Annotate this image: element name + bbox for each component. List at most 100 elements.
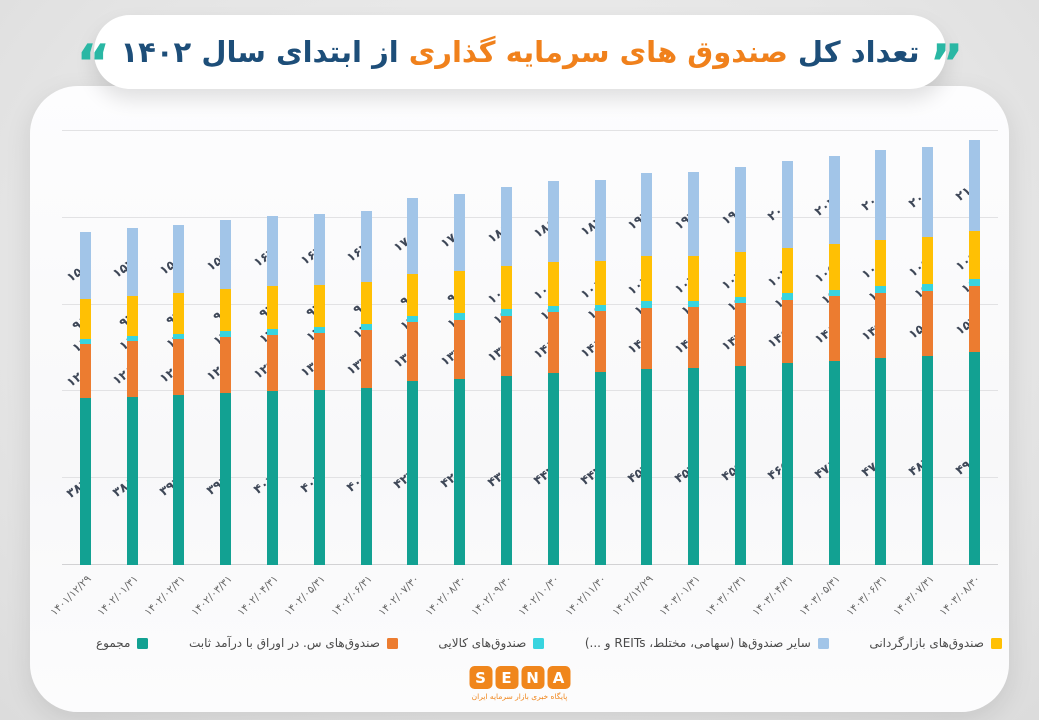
title-banner: ” تعداد کل صندوق های سرمایه گذاری از ابت… bbox=[76, 15, 964, 90]
bar-segment-market_making bbox=[688, 255, 700, 301]
stacked-bar bbox=[79, 231, 91, 565]
bar-segment-commodity bbox=[407, 316, 419, 323]
stacked-bar bbox=[781, 161, 793, 565]
stacked-bar bbox=[547, 181, 559, 565]
bar-segment-total bbox=[781, 363, 793, 565]
bar-column-10: ۴۳۵۱۳۹۱۵۱۰۰۱۸۱۱۴۰۲/۰۹/۳۰ bbox=[470, 131, 530, 618]
bar-segment-market_making bbox=[922, 236, 934, 285]
bar-segment-fixed_income bbox=[79, 343, 91, 399]
bar-segment-total bbox=[688, 368, 700, 565]
bar-column-9: ۴۲۸۱۳۷۱۵۹۸۱۷۸۱۴۰۲/۰۸/۳۰ bbox=[423, 131, 483, 618]
legend-swatch-total bbox=[137, 637, 149, 649]
bar-segment-fixed_income bbox=[407, 322, 419, 382]
legend-label-total: مجموع bbox=[96, 636, 131, 650]
bar-segment-other_funds bbox=[688, 171, 700, 256]
bar-column-16: ۴۶۵۱۴۶۱۵۱۰۴۲۰۰۱۴۰۳/۰۴/۳۱ bbox=[750, 131, 811, 618]
bar-segment-market_making bbox=[594, 260, 606, 305]
bar-segment-total bbox=[126, 396, 138, 565]
bar-segment-fixed_income bbox=[735, 303, 747, 366]
bar-segment-fixed_income bbox=[969, 285, 981, 353]
bar-segment-market_making bbox=[828, 244, 840, 290]
bar-segment-other_funds bbox=[875, 150, 887, 240]
chart-legend: مجموع صندوق‌های س. در اوراق با درآمد ثابت… bbox=[96, 634, 1002, 652]
legend-item-total: مجموع bbox=[96, 636, 149, 650]
legend-item-commodity: صندوق‌های کالایی bbox=[438, 636, 545, 650]
bar-segment-total bbox=[313, 389, 325, 565]
bar-segment-other_funds bbox=[969, 139, 981, 232]
page-title-part-2: صندوق های سرمایه گذاری bbox=[408, 35, 788, 69]
bar-column-19: ۴۸۲۱۵۰۱۵۱۰۹۲۰۸۱۴۰۳/۰۷/۳۱ bbox=[891, 131, 951, 618]
bar-segment-total bbox=[454, 379, 466, 565]
logo-letter-E: E bbox=[495, 666, 518, 689]
bar-segment-other_funds bbox=[407, 197, 419, 274]
stacked-bar bbox=[407, 197, 419, 565]
bar-columns: ۳۸۴۱۲۶۱۱۹۱۱۵۶۱۴۰۱/۱۲/۲۹۳۸۸۱۲۸۱۱۹۲۱۵۷۱۴۰۲… bbox=[48, 131, 998, 618]
bar-column-14: ۴۵۳۱۴۱۱۵۱۰۴۱۹۳۱۴۰۳/۰۱/۳۱ bbox=[657, 131, 717, 618]
bar-segment-commodity bbox=[828, 289, 840, 297]
bar-segment-commodity bbox=[360, 324, 372, 331]
bar-column-11: ۴۴۲۱۴۱۱۵۱۰۰۱۸۶۱۴۰۲/۱۰/۳۰ bbox=[516, 131, 577, 618]
bar-segment-other_funds bbox=[454, 193, 466, 271]
bar-segment-market_making bbox=[875, 239, 887, 287]
stacked-bar bbox=[828, 156, 840, 565]
legend-label-commodity: صندوق‌های کالایی bbox=[438, 636, 527, 650]
gridline bbox=[62, 303, 998, 305]
bar-segment-fixed_income bbox=[454, 319, 466, 380]
bar-column-7: ۴۰۸۱۳۳۱۴۹۸۱۶۳۱۴۰۲/۰۶/۳۱ bbox=[329, 131, 390, 618]
bar-segment-commodity bbox=[454, 313, 466, 320]
stacked-bar bbox=[688, 171, 700, 565]
bar-chart-plot: ۳۸۴۱۲۶۱۱۹۱۱۵۶۱۴۰۱/۱۲/۲۹۳۸۸۱۲۸۱۱۹۲۱۵۷۱۴۰۲… bbox=[48, 130, 998, 618]
bar-segment-fixed_income bbox=[828, 296, 840, 361]
gridline bbox=[62, 216, 998, 218]
bar-segment-other_funds bbox=[173, 224, 185, 294]
logo-letter-S: S bbox=[469, 666, 492, 689]
bar-segment-total bbox=[173, 394, 185, 565]
bar-segment-total bbox=[407, 381, 419, 565]
bar-segment-market_making bbox=[360, 281, 372, 325]
bar-segment-commodity bbox=[922, 284, 934, 291]
bar-segment-total bbox=[360, 387, 372, 565]
bar-column-3: ۳۹۲۱۲۸۱۳۹۳۱۵۸۱۴۰۲/۰۲/۳۱ bbox=[142, 131, 203, 618]
bar-segment-fixed_income bbox=[875, 292, 887, 358]
bar-segment-total bbox=[501, 376, 513, 565]
legend-item-fixed_income: صندوق‌های س. در اوراق با درآمد ثابت bbox=[189, 636, 398, 650]
bar-segment-fixed_income bbox=[781, 299, 793, 364]
bar-segment-market_making bbox=[641, 256, 653, 302]
stacked-bar bbox=[969, 139, 981, 565]
bar-segment-total bbox=[594, 372, 606, 565]
gridline bbox=[62, 130, 998, 131]
legend-item-other_funds: سایر صندوق‌ها (سهامی، مختلط، REITs و ...… bbox=[585, 636, 829, 650]
bar-segment-market_making bbox=[126, 296, 138, 337]
stacked-bar bbox=[126, 228, 138, 565]
bar-segment-market_making bbox=[173, 293, 185, 334]
bar-segment-total bbox=[641, 368, 653, 565]
legend-label-fixed_income: صندوق‌های س. در اوراق با درآمد ثابت bbox=[188, 636, 380, 650]
legend-swatch-commodity bbox=[533, 637, 545, 649]
bar-segment-market_making bbox=[735, 251, 747, 297]
bar-segment-other_funds bbox=[735, 166, 747, 252]
bar-column-15: ۴۵۹۱۴۴۱۵۱۰۴۱۹۶۱۴۰۳/۰۲/۳۱ bbox=[704, 131, 764, 618]
stacked-bar bbox=[922, 146, 934, 565]
bar-segment-commodity bbox=[594, 304, 606, 312]
bar-segment-market_making bbox=[781, 248, 793, 294]
bar-segment-fixed_income bbox=[594, 311, 606, 373]
bar-segment-total bbox=[547, 373, 559, 565]
bar-segment-other_funds bbox=[267, 216, 279, 287]
legend-label-market_making: صندوق‌های بازارگردانی bbox=[869, 636, 984, 650]
stacked-bar bbox=[594, 179, 606, 565]
bar-column-17: ۴۷۱۱۴۸۱۵۱۰۵۲۰۳۱۴۰۳/۰۵/۳۱ bbox=[797, 131, 858, 618]
bar-segment-other_funds bbox=[828, 156, 840, 245]
bar-segment-other_funds bbox=[922, 146, 934, 237]
bar-segment-commodity bbox=[688, 300, 700, 308]
logo-letter-A: A bbox=[547, 666, 570, 689]
bar-segment-fixed_income bbox=[641, 307, 653, 369]
bar-column-4: ۳۹۷۱۲۸۱۴۹۶۱۵۹۱۴۰۲/۰۳/۳۱ bbox=[189, 131, 249, 618]
bar-segment-market_making bbox=[454, 270, 466, 314]
bar-segment-commodity bbox=[547, 305, 559, 312]
bar-segment-fixed_income bbox=[688, 307, 700, 369]
legend-swatch-other_funds bbox=[817, 637, 829, 649]
stacked-bar bbox=[220, 220, 232, 565]
bar-column-2: ۳۸۸۱۲۸۱۱۹۲۱۵۷۱۴۰۲/۰۱/۳۱ bbox=[95, 131, 156, 618]
bar-column-13: ۴۵۲۱۴۱۱۵۱۰۴۱۹۲۱۴۰۲/۱۲/۲۹ bbox=[610, 131, 671, 618]
